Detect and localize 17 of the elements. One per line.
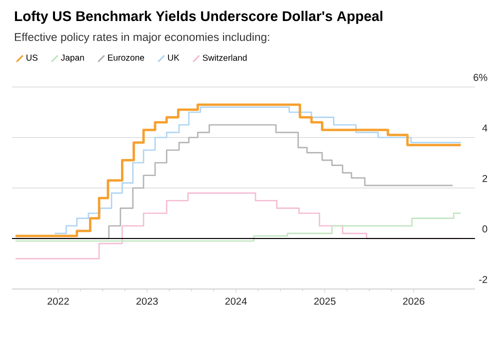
chart-subtitle: Effective policy rates in major economies including: <box>14 32 270 44</box>
y-tick-label: 2 <box>482 174 488 182</box>
legend-label: Eurozone <box>108 54 144 61</box>
legend-label: UK <box>168 54 180 61</box>
legend-label: Japan <box>60 54 84 62</box>
y-tick-label: -2 <box>479 276 488 283</box>
x-tick-label: 2023 <box>136 298 158 305</box>
legend-label: US <box>26 54 38 61</box>
y-tick-label: 4 <box>482 124 488 132</box>
x-tick-label: 2024 <box>225 298 247 305</box>
y-tick-label: 0 <box>482 225 488 232</box>
chart-title: Lofty US Benchmark Yields Underscore Dollar's Appeal <box>14 10 382 24</box>
x-tick-label: 2022 <box>48 298 69 305</box>
x-tick-label: 2025 <box>314 298 336 305</box>
y-tick-label: 6% <box>474 74 488 81</box>
legend-label: Switzerland <box>202 54 247 61</box>
x-tick-label: 2026 <box>403 298 424 305</box>
